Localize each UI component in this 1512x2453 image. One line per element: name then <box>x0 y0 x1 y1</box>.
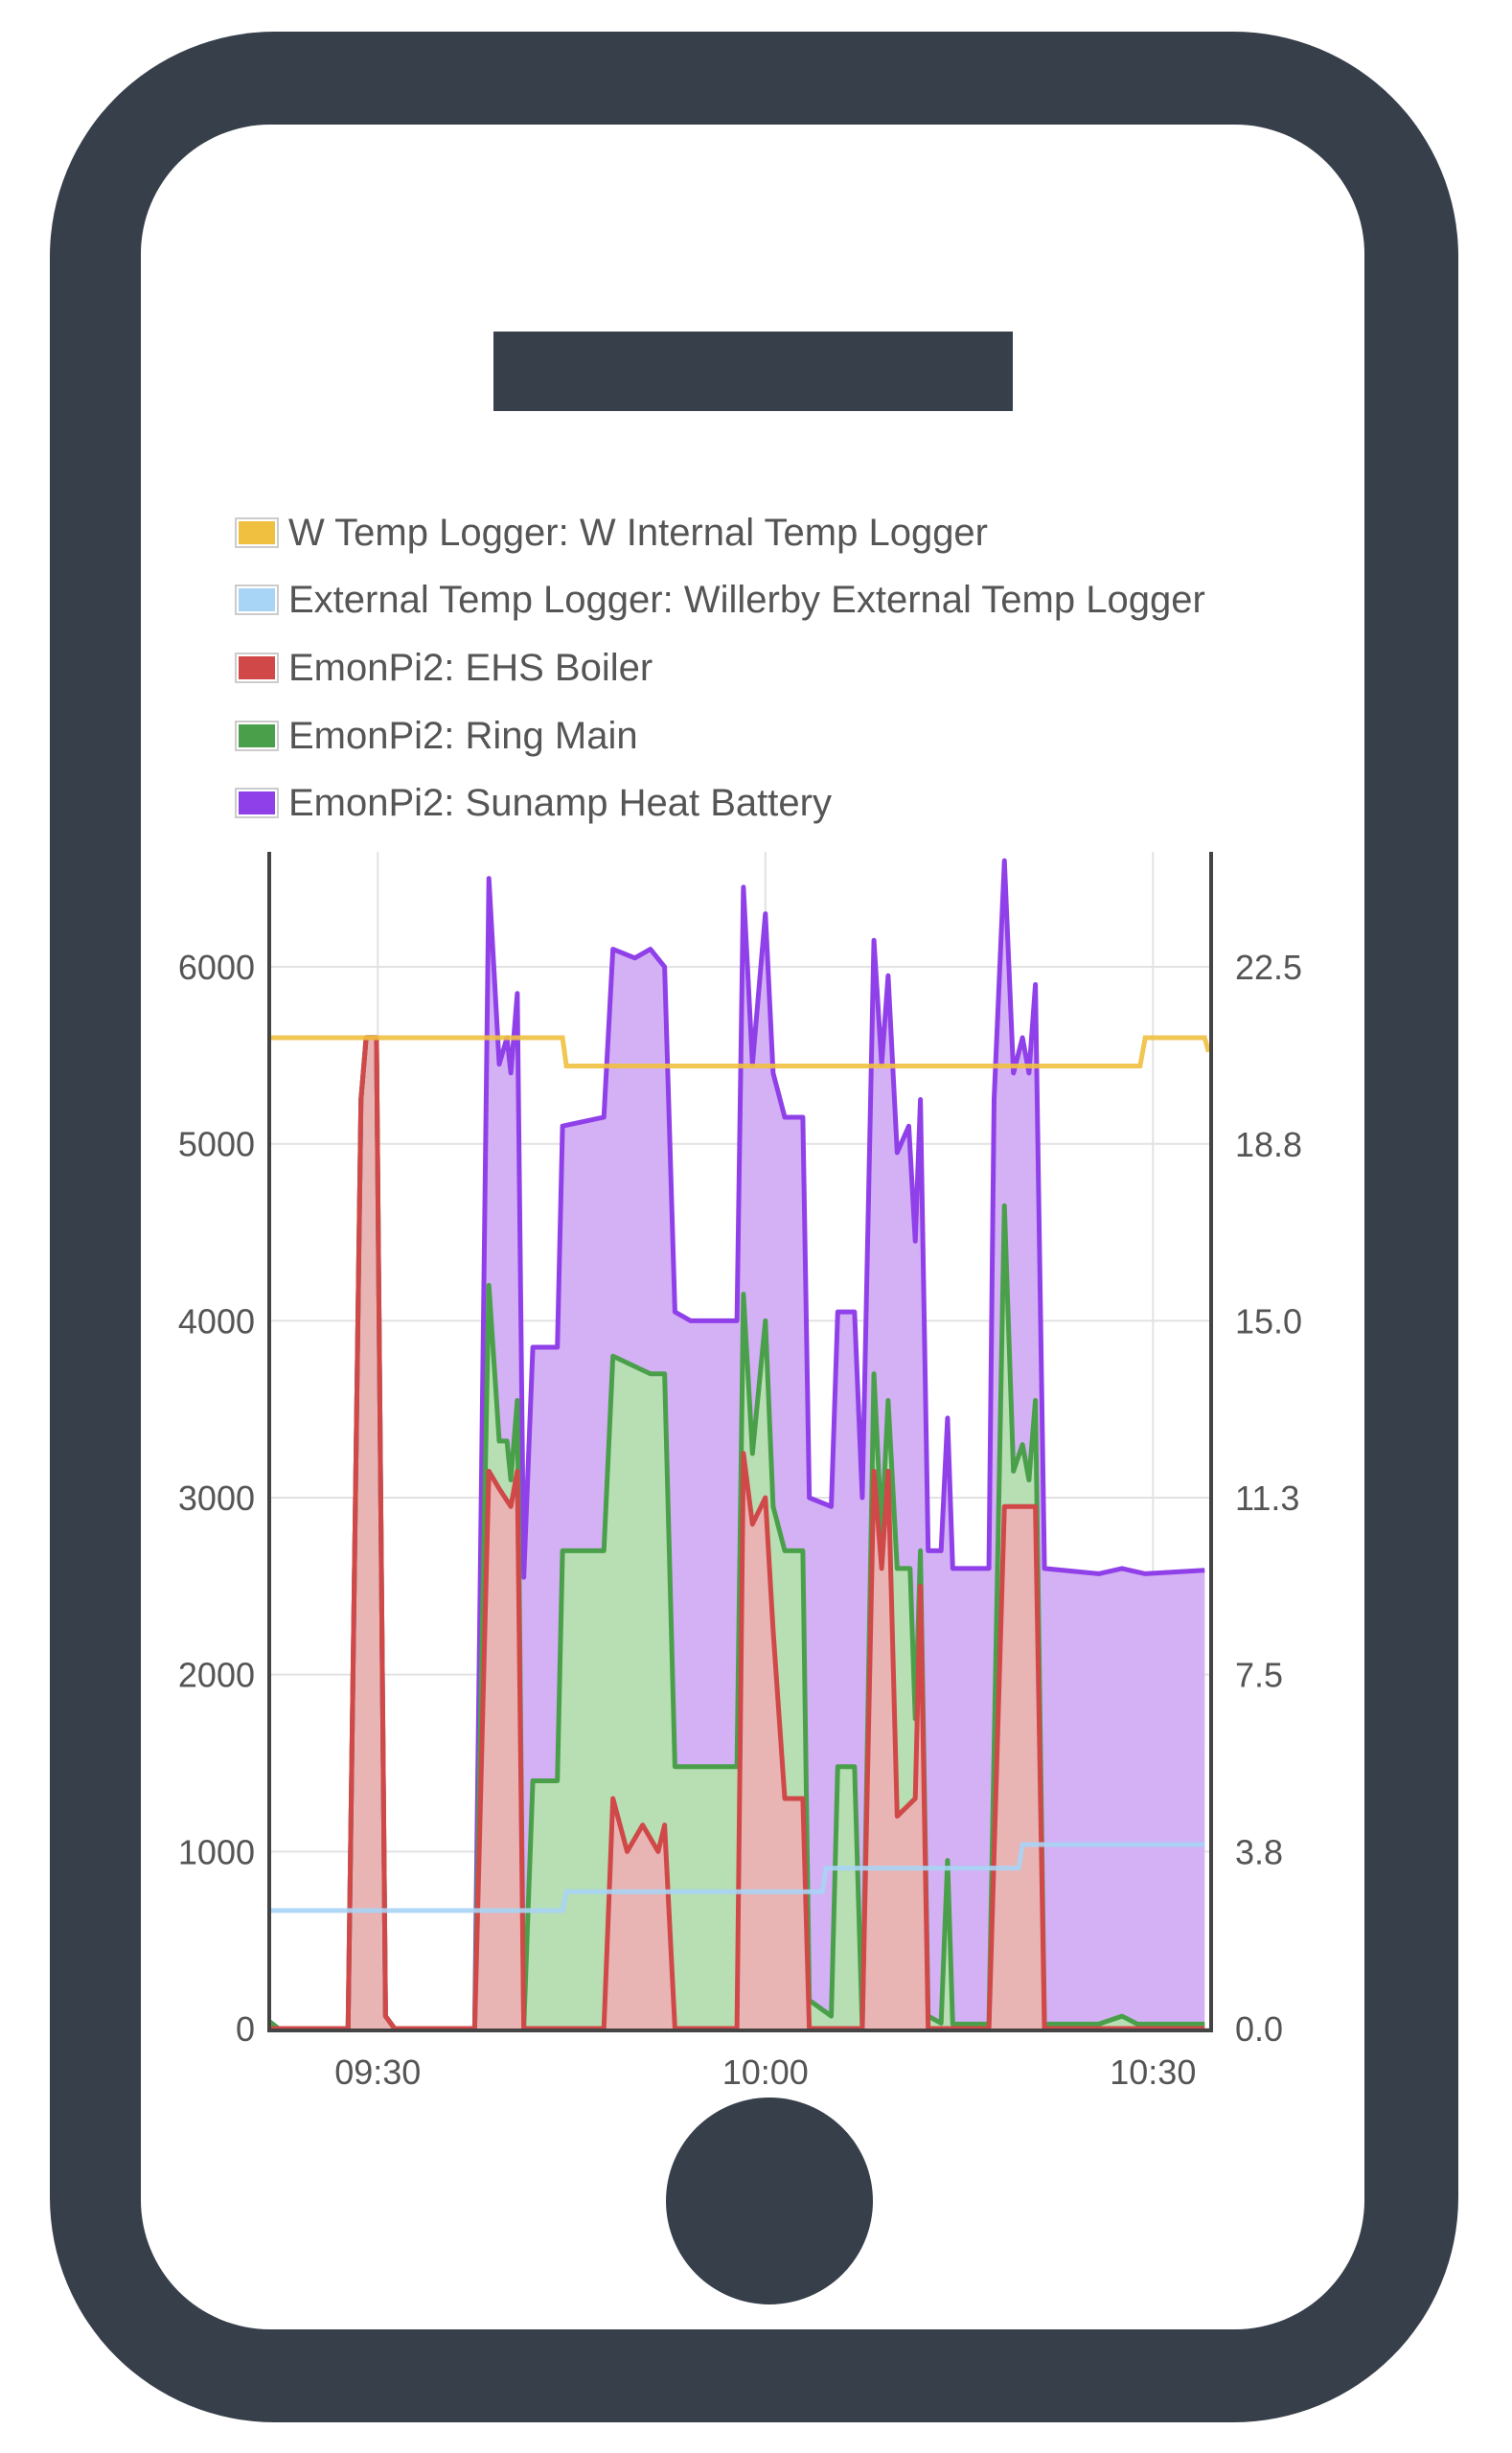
y-left-tick-label: 0 <box>236 2009 255 2049</box>
legend-swatch <box>239 791 275 814</box>
legend-swatch <box>239 724 275 747</box>
y-right-tick-label: 18.8 <box>1235 1125 1302 1164</box>
y-right-tick-label: 0.0 <box>1235 2009 1283 2049</box>
y-right-tick-label: 11.3 <box>1235 1479 1299 1518</box>
y-left-tick-label: 4000 <box>178 1301 255 1341</box>
line-emonpi-ring-main <box>267 1035 1205 2031</box>
y-right-tick-label: 7.5 <box>1235 1656 1283 1695</box>
y-right-tick-label: 15.0 <box>1235 1301 1302 1341</box>
line-w-temp-logger-w-internal-temp-logger <box>269 1035 1211 1069</box>
home-button[interactable] <box>666 2098 873 2304</box>
legend-swatch <box>239 521 275 544</box>
x-tick-label: 10:00 <box>722 2052 809 2092</box>
line-emonpi-sunamp-heat-battery <box>267 858 1205 2031</box>
legend-label: EmonPi2: Ring Main <box>288 714 638 757</box>
area-emonpi-ehs-boiler <box>269 1037 1205 2029</box>
legend-item-ring-main[interactable]: EmonPi2: Ring Main <box>235 711 638 761</box>
y-left-tick-label: 2000 <box>178 1656 255 1695</box>
legend-item-internal-temp[interactable]: W Temp Logger: W Internal Temp Logger <box>235 508 988 558</box>
y-left-tick-label: 1000 <box>178 1832 255 1871</box>
legend-item-external-temp[interactable]: External Temp Logger: Willerby External … <box>235 575 1205 625</box>
legend-swatch <box>239 656 275 679</box>
legend-label: EmonPi2: Sunamp Heat Battery <box>288 781 832 824</box>
y-left-tick-label: 6000 <box>178 948 255 987</box>
y-right-tick-label: 22.5 <box>1235 948 1302 987</box>
legend-swatch <box>239 588 275 611</box>
legend-label: EmonPi2: EHS Boiler <box>288 646 653 689</box>
y-left-tick-label: 3000 <box>178 1479 255 1518</box>
legend-label: External Temp Logger: Willerby External … <box>288 578 1205 621</box>
y-left-tick-label: 5000 <box>178 1125 255 1164</box>
line-external-temp-logger-willerby-external-temp-logger <box>269 1842 1205 1914</box>
legend-item-heat-battery[interactable]: EmonPi2: Sunamp Heat Battery <box>235 778 832 828</box>
x-tick-label: 10:30 <box>1110 2052 1196 2092</box>
legend-item-boiler[interactable]: EmonPi2: EHS Boiler <box>235 643 653 693</box>
x-tick-label: 09:30 <box>334 2052 421 2092</box>
y-right-tick-label: 3.8 <box>1235 1832 1283 1871</box>
phone-speaker <box>493 332 1013 411</box>
legend-label: W Temp Logger: W Internal Temp Logger <box>288 511 988 554</box>
